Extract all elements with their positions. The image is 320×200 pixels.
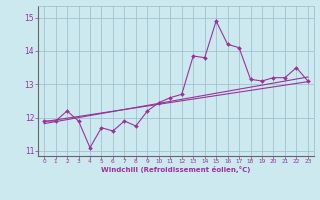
X-axis label: Windchill (Refroidissement éolien,°C): Windchill (Refroidissement éolien,°C): [101, 166, 251, 173]
